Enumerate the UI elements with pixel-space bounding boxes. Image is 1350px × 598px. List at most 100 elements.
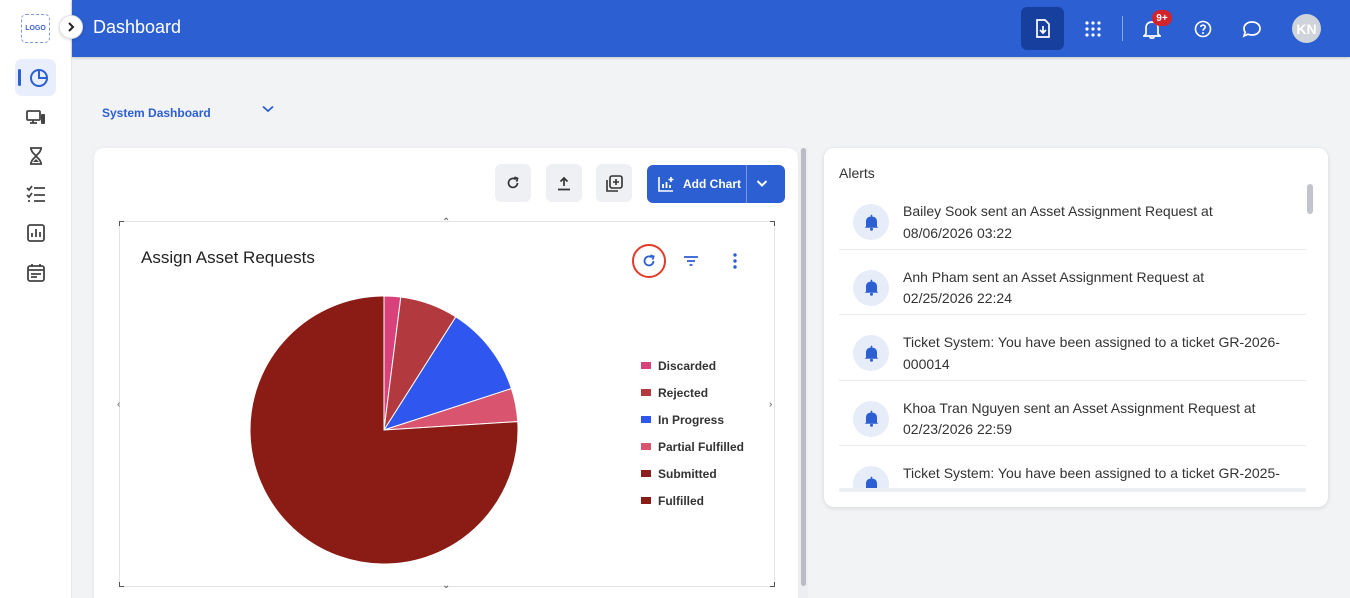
nav-pending[interactable] bbox=[15, 137, 56, 174]
add-chart-label: Add Chart bbox=[683, 177, 741, 191]
alerts-list: Bailey Sook sent an Asset Assignment Req… bbox=[839, 184, 1306, 490]
download-button[interactable] bbox=[1021, 7, 1064, 50]
refresh-dashboard-button[interactable] bbox=[495, 164, 531, 202]
help-button[interactable] bbox=[1192, 0, 1214, 57]
legend-item[interactable]: Fulfilled bbox=[641, 487, 744, 514]
add-chart-icon bbox=[658, 177, 674, 192]
resize-handle-top[interactable]: ⌃ bbox=[442, 217, 451, 228]
chart-widget[interactable] bbox=[119, 221, 775, 587]
chart-more-button[interactable] bbox=[724, 250, 746, 272]
alerts-hscroll[interactable] bbox=[839, 488, 1306, 492]
alert-item[interactable]: Khoa Tran Nguyen sent an Asset Assignmen… bbox=[839, 381, 1306, 446]
alerts-scroll-thumb[interactable] bbox=[1307, 184, 1313, 214]
chat-bubble-icon bbox=[1242, 20, 1261, 38]
user-avatar[interactable]: KN bbox=[1292, 14, 1321, 43]
notifications-button[interactable] bbox=[1141, 0, 1163, 57]
alert-text: Anh Pham sent an Asset Assignment Reques… bbox=[903, 267, 1298, 310]
pie-chart bbox=[249, 295, 519, 565]
resize-corner-bl[interactable] bbox=[119, 582, 124, 587]
alert-line-cont: 000014 bbox=[903, 355, 950, 372]
alert-item[interactable]: Anh Pham sent an Asset Assignment Reques… bbox=[839, 250, 1306, 315]
hourglass-icon bbox=[29, 146, 42, 165]
legend-swatch bbox=[641, 470, 651, 477]
alert-item[interactable]: Ticket System: You have been assigned to… bbox=[839, 315, 1306, 381]
duplicate-button[interactable] bbox=[596, 164, 632, 202]
resize-corner-br[interactable] bbox=[770, 582, 775, 587]
resize-handle-right[interactable]: › bbox=[769, 399, 773, 410]
nav-checklist[interactable] bbox=[15, 175, 56, 212]
filter-icon bbox=[684, 256, 698, 266]
apps-grid-icon bbox=[1085, 20, 1101, 37]
legend-swatch bbox=[641, 497, 651, 504]
app-logo: LOGO bbox=[21, 14, 50, 43]
resize-handle-bottom[interactable]: ⌄ bbox=[442, 580, 451, 591]
charts-scroll-thumb[interactable] bbox=[801, 148, 806, 586]
alert-line: Ticket System: You have been assigned to… bbox=[903, 465, 1280, 481]
chevron-down-icon[interactable] bbox=[755, 176, 769, 190]
chevron-right-icon bbox=[68, 22, 75, 32]
pie-slice-in-progress[interactable] bbox=[382, 316, 513, 431]
chevron-down-icon bbox=[262, 105, 274, 113]
refresh-icon bbox=[643, 254, 655, 267]
legend-label: In Progress bbox=[658, 412, 725, 427]
alert-bell-badge bbox=[853, 466, 889, 490]
alert-line: Ticket System: You have been assigned to… bbox=[903, 334, 1280, 350]
side-rail: LOGO bbox=[0, 0, 72, 598]
alerts-scroll-track[interactable] bbox=[1305, 184, 1313, 490]
help-icon bbox=[1194, 20, 1212, 37]
add-chart-button[interactable]: Add Chart bbox=[647, 165, 785, 203]
alert-line: Khoa Tran Nguyen sent an Asset Assignmen… bbox=[903, 399, 1256, 416]
alert-text: Ticket System: You have been assigned to… bbox=[903, 332, 1298, 375]
legend-swatch bbox=[641, 443, 651, 450]
resize-corner-tr[interactable] bbox=[770, 221, 775, 226]
apps-grid-button[interactable] bbox=[1083, 0, 1103, 57]
resize-corner-tl[interactable] bbox=[119, 221, 124, 226]
alert-line: Anh Pham sent an Asset Assignment Reques… bbox=[903, 268, 1205, 285]
bell-icon bbox=[864, 410, 878, 427]
legend-item[interactable]: Discarded bbox=[641, 352, 744, 379]
alert-timestamp: 02/25/2026 22:24 bbox=[903, 290, 1012, 306]
alert-item[interactable]: Ticket System: You have been assigned to… bbox=[839, 446, 1306, 490]
nav-calendar[interactable] bbox=[15, 254, 56, 291]
bell-icon bbox=[864, 345, 878, 362]
legend-item[interactable]: Rejected bbox=[641, 379, 744, 406]
legend-label: Fulfilled bbox=[658, 493, 704, 508]
nav-assets[interactable] bbox=[15, 99, 56, 136]
alert-text: Khoa Tran Nguyen sent an Asset Assignmen… bbox=[903, 398, 1298, 441]
export-button[interactable] bbox=[546, 164, 582, 202]
legend-label: Partial Fulfilled bbox=[658, 439, 745, 454]
pie-slice-fulfilled[interactable] bbox=[249, 295, 519, 565]
checklist-icon bbox=[25, 184, 45, 202]
legend-swatch bbox=[641, 362, 651, 369]
chat-button[interactable] bbox=[1241, 0, 1263, 57]
legend-item[interactable]: In Progress bbox=[641, 406, 744, 433]
dashboard-select[interactable]: System Dashboard bbox=[102, 104, 277, 122]
alert-line: Bailey Sook sent an Asset Assignment Req… bbox=[903, 203, 1213, 219]
legend-label: Submitted bbox=[658, 466, 717, 481]
alert-timestamp: 08/06/2026 03:22 bbox=[903, 224, 1012, 241]
alert-bell-badge bbox=[853, 400, 889, 437]
alert-bell-badge bbox=[853, 269, 889, 306]
pie-chart-icon bbox=[29, 68, 48, 87]
more-vertical-icon bbox=[733, 253, 737, 269]
bar-chart-icon bbox=[26, 223, 45, 242]
alerts-title: Alerts bbox=[839, 165, 875, 181]
alert-timestamp: 02/23/2026 22:59 bbox=[903, 421, 1012, 437]
legend-label: Discarded bbox=[658, 358, 717, 373]
add-copy-icon bbox=[605, 174, 623, 192]
legend-item[interactable]: Partial Fulfilled bbox=[641, 433, 744, 460]
legend-item[interactable]: Submitted bbox=[641, 460, 744, 487]
alert-item[interactable]: Bailey Sook sent an Asset Assignment Req… bbox=[839, 184, 1306, 250]
nav-dashboard[interactable] bbox=[15, 59, 56, 96]
chart-title: Assign Asset Requests bbox=[141, 248, 315, 267]
alert-text: Bailey Sook sent an Asset Assignment Req… bbox=[903, 201, 1298, 244]
nav-reports[interactable] bbox=[15, 214, 56, 251]
dashboard-select-value: System Dashboard bbox=[102, 106, 211, 120]
calendar-icon bbox=[26, 264, 45, 282]
header-divider bbox=[1122, 16, 1123, 41]
resize-handle-left[interactable]: ‹ bbox=[117, 399, 121, 410]
chart-refresh-button[interactable] bbox=[632, 244, 666, 278]
legend-swatch bbox=[641, 416, 651, 423]
chart-filter-button[interactable] bbox=[680, 250, 702, 272]
rail-expand-button[interactable] bbox=[59, 15, 83, 39]
